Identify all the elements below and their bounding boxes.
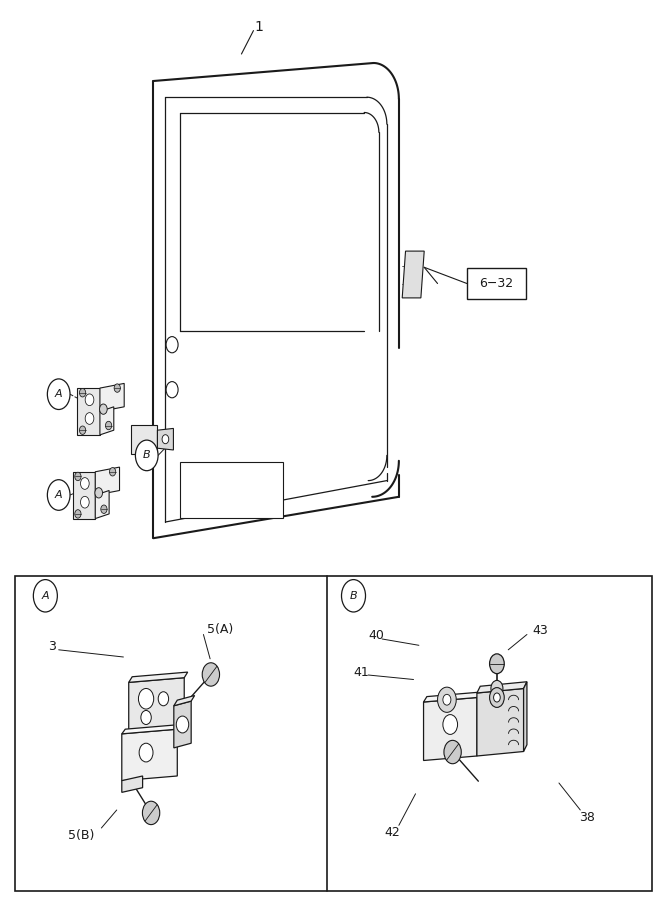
Circle shape (490, 688, 504, 707)
Circle shape (109, 468, 115, 476)
Text: 38: 38 (579, 811, 595, 824)
Circle shape (95, 488, 103, 498)
Text: A: A (55, 389, 63, 400)
Text: A: A (41, 590, 49, 601)
Polygon shape (100, 407, 114, 435)
Circle shape (202, 662, 219, 686)
Bar (15, 576, 652, 891)
Polygon shape (131, 425, 157, 454)
Circle shape (47, 379, 70, 410)
Circle shape (162, 435, 169, 444)
Polygon shape (122, 729, 177, 780)
Circle shape (139, 743, 153, 762)
Text: B: B (350, 590, 358, 601)
Polygon shape (174, 696, 195, 706)
Circle shape (438, 688, 456, 713)
Circle shape (143, 801, 160, 824)
Circle shape (101, 505, 107, 513)
Circle shape (114, 384, 120, 392)
Polygon shape (95, 491, 109, 518)
Polygon shape (477, 682, 527, 693)
Polygon shape (122, 724, 181, 733)
Circle shape (85, 394, 94, 406)
Polygon shape (174, 701, 191, 748)
Text: 41: 41 (354, 666, 370, 679)
Circle shape (99, 404, 107, 414)
Circle shape (444, 741, 462, 764)
Bar (467, 268, 526, 299)
Text: A: A (55, 490, 63, 500)
Circle shape (139, 688, 153, 709)
Polygon shape (524, 682, 527, 752)
Text: 6−32: 6−32 (479, 277, 514, 290)
Circle shape (81, 496, 89, 508)
Text: 40: 40 (368, 629, 384, 642)
Text: 43: 43 (532, 624, 548, 636)
Circle shape (75, 472, 81, 481)
Circle shape (141, 710, 151, 724)
Circle shape (342, 580, 366, 612)
Circle shape (166, 337, 178, 353)
Polygon shape (129, 672, 187, 682)
Polygon shape (122, 776, 143, 792)
Circle shape (33, 580, 57, 612)
Circle shape (79, 389, 85, 397)
Text: 5(B): 5(B) (68, 829, 95, 842)
Circle shape (81, 478, 89, 490)
Circle shape (491, 680, 503, 697)
Circle shape (135, 440, 158, 471)
Polygon shape (157, 428, 173, 450)
Polygon shape (77, 388, 100, 435)
Polygon shape (95, 467, 119, 495)
Polygon shape (477, 688, 524, 756)
Text: 5(A): 5(A) (207, 624, 233, 636)
Polygon shape (402, 251, 424, 298)
Circle shape (176, 716, 189, 733)
Circle shape (105, 421, 111, 429)
Text: 42: 42 (384, 826, 400, 839)
Polygon shape (73, 472, 95, 518)
Polygon shape (100, 383, 124, 411)
Polygon shape (424, 692, 480, 702)
Circle shape (443, 715, 458, 734)
Polygon shape (129, 678, 184, 734)
Circle shape (490, 653, 504, 673)
Circle shape (75, 509, 81, 518)
Circle shape (158, 692, 169, 706)
Text: 3: 3 (48, 640, 56, 652)
Text: B: B (143, 450, 151, 461)
Circle shape (85, 412, 94, 425)
Circle shape (166, 382, 178, 398)
Circle shape (141, 454, 147, 461)
Polygon shape (424, 698, 477, 760)
Bar (180, 462, 283, 517)
Circle shape (79, 426, 85, 435)
Text: 1: 1 (254, 20, 263, 34)
Circle shape (443, 695, 451, 706)
Circle shape (47, 480, 70, 510)
Circle shape (494, 693, 500, 702)
